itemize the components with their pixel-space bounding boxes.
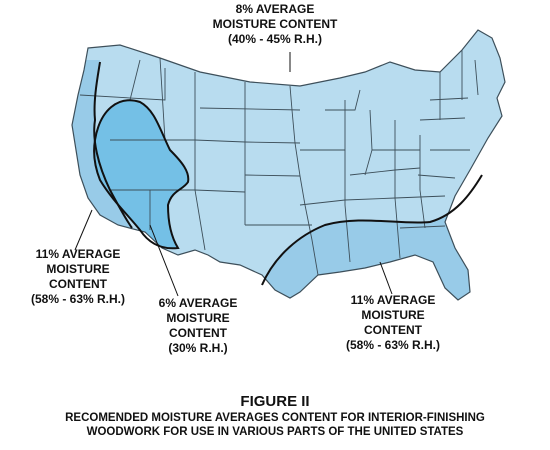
- zone-label-line: 6% AVERAGE: [158, 296, 238, 310]
- caption-line: RECOMENDED MOISTURE AVERAGES CONTENT FOR…: [65, 412, 485, 424]
- zone-label-line: MOISTURE: [166, 311, 230, 325]
- zone-label-desert: 6% AVERAGE MOISTURE CONTENT (30% R.H.): [138, 296, 258, 356]
- zone-label-line: (58% - 63% R.H.): [345, 338, 441, 352]
- us-moisture-map: [71, 29, 506, 301]
- caption-line: WOODWORK FOR USE IN VARIOUS PARTS OF THE…: [86, 426, 464, 438]
- zone-label-line: MOISTURE CONTENT: [212, 17, 338, 31]
- west-coast-zone-boundary: [93, 61, 133, 229]
- zone-label-southeast: 11% AVERAGE MOISTURE CONTENT (58% - 63% …: [318, 293, 468, 353]
- desert-zone-boundary: [93, 99, 190, 250]
- state-lines: [79, 50, 479, 276]
- southeast-zone-boundary: [261, 174, 483, 286]
- southeast-leader-line: [379, 261, 393, 295]
- zone-label-line: MOISTURE: [361, 308, 425, 322]
- zone-label-line: 11% AVERAGE: [35, 247, 121, 261]
- zone-label-line: (40% - 45% R.H.): [227, 32, 323, 46]
- zone-label-line: CONTENT: [49, 277, 107, 291]
- zone-label-line: 11% AVERAGE: [350, 293, 436, 307]
- zone-label-north: 8% AVERAGE MOISTURE CONTENT (40% - 45% R…: [180, 2, 370, 47]
- figure-caption: FIGURE II RECOMENDED MOISTURE AVERAGES C…: [0, 393, 550, 439]
- west-leader-line: [74, 209, 93, 251]
- zone-label-line: (30% R.H.): [168, 341, 228, 355]
- zone-label-line: CONTENT: [169, 326, 227, 340]
- zone-label-line: CONTENT: [364, 323, 422, 337]
- us-outline: [71, 29, 506, 301]
- zone-label-line: MOISTURE: [46, 262, 110, 276]
- figure-title: FIGURE II: [240, 393, 310, 410]
- zone-label-line: 8% AVERAGE: [235, 2, 315, 16]
- zone-label-line: (58% - 63% R.H.): [30, 292, 126, 306]
- zone-label-west-coast: 11% AVERAGE MOISTURE CONTENT (58% - 63% …: [8, 247, 148, 307]
- desert-zone-fill: [94, 100, 189, 249]
- desert-leader-line: [149, 224, 179, 297]
